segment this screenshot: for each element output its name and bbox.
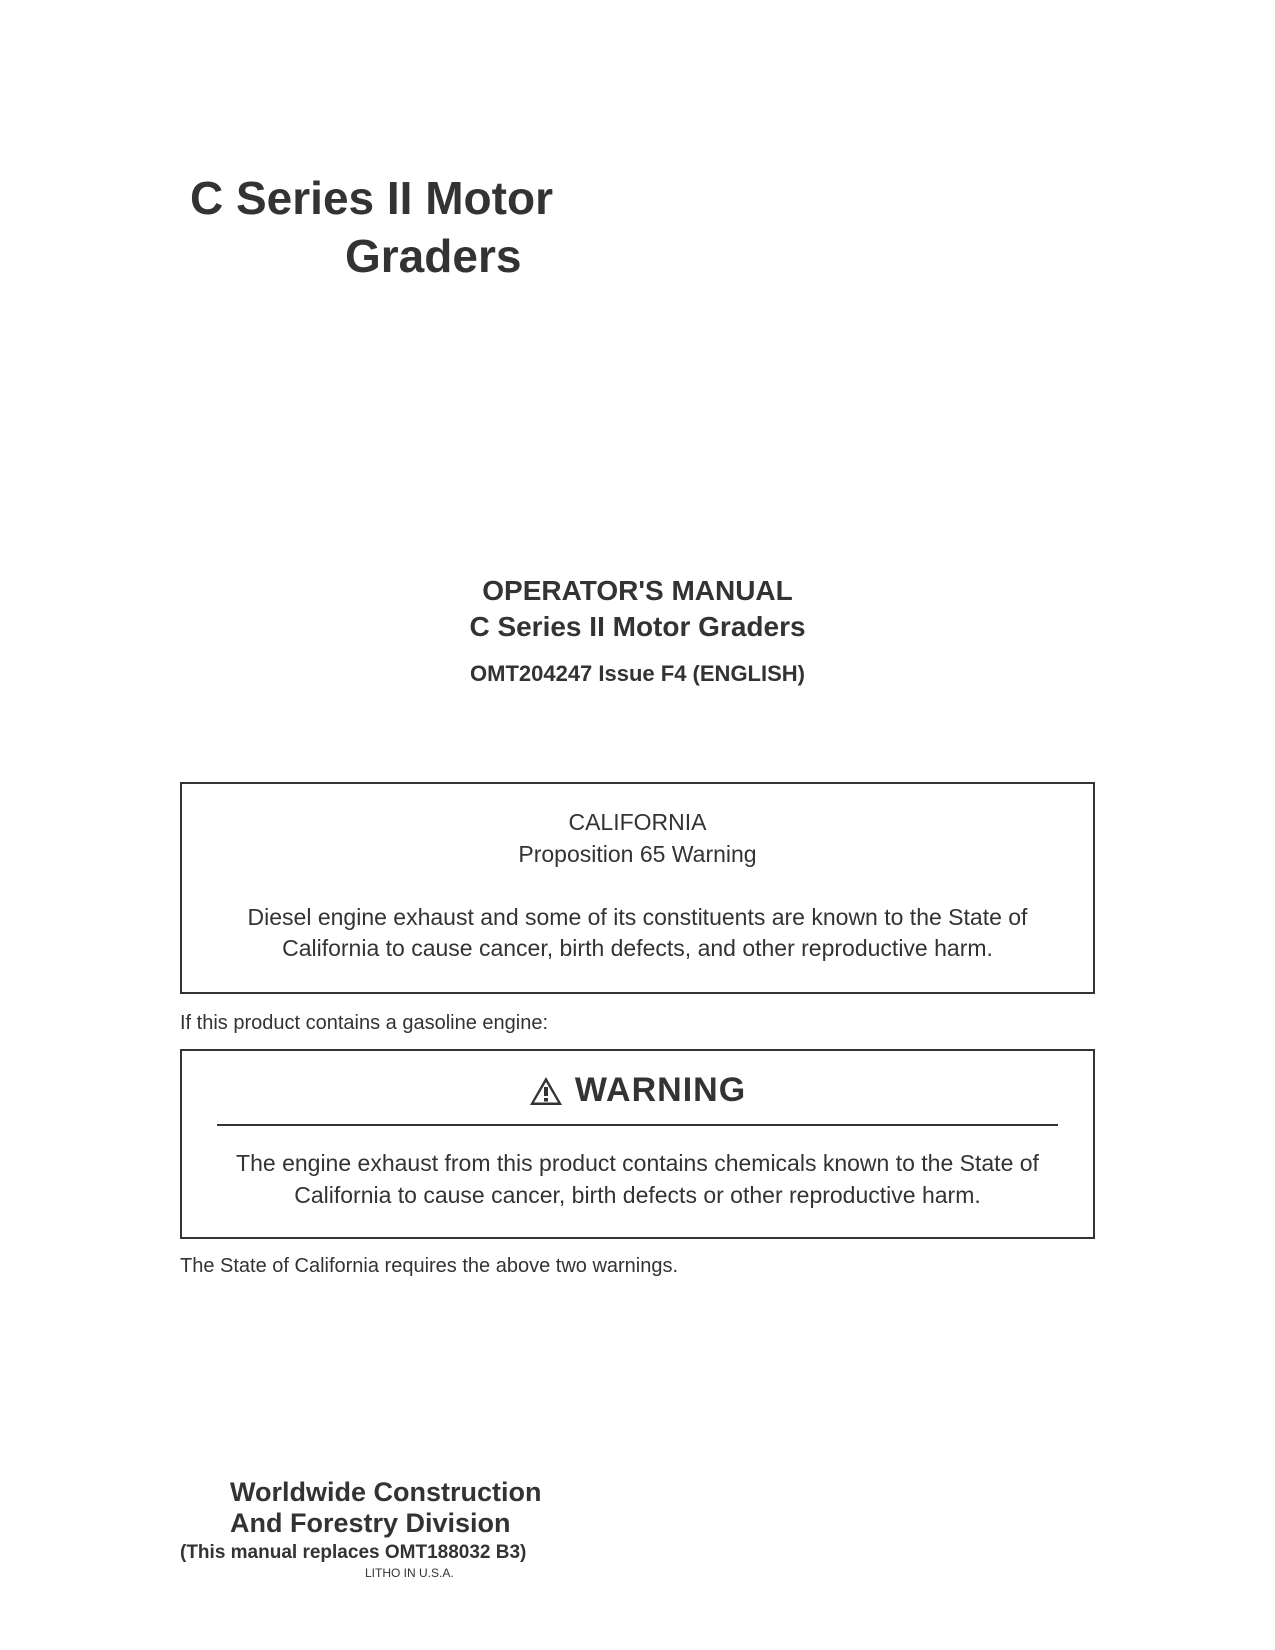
state-requirement-note: The State of California requires the abo… [180, 1255, 1095, 1278]
warning-body: The engine exhaust from this product con… [217, 1148, 1058, 1210]
manual-subtitle: C Series II Motor Graders [180, 611, 1095, 643]
california-warning-title: CALIFORNIA Proposition 65 Warning [217, 806, 1058, 870]
warning-header-text: WARNING [575, 1071, 746, 1110]
warning-header: WARNING [217, 1071, 1058, 1126]
manual-label: OPERATOR'S MANUAL [180, 575, 1095, 607]
gasoline-engine-note: If this product contains a gasoline engi… [180, 1012, 1095, 1035]
warning-triangle-icon [529, 1076, 563, 1106]
main-title: C Series II Motor Graders [190, 170, 1095, 285]
manual-info-section: OPERATOR'S MANUAL C Series II Motor Grad… [180, 575, 1095, 687]
california-warning-body: Diesel engine exhaust and some of its co… [217, 902, 1058, 964]
division-line-1: Worldwide Construction [230, 1477, 542, 1507]
manual-issue: OMT204247 Issue F4 (ENGLISH) [180, 661, 1095, 687]
footer-section: Worldwide Construction And Forestry Divi… [180, 1477, 1095, 1580]
warning-box: WARNING The engine exhaust from this pro… [180, 1049, 1095, 1238]
california-title-line-1: CALIFORNIA [568, 809, 706, 835]
title-line-1: C Series II Motor [190, 170, 1095, 228]
litho-note: LITHO IN U.S.A. [180, 1566, 1095, 1580]
title-line-2: Graders [190, 228, 1095, 286]
california-title-line-2: Proposition 65 Warning [518, 841, 756, 867]
california-warning-box: CALIFORNIA Proposition 65 Warning Diesel… [180, 782, 1095, 994]
division-title: Worldwide Construction And Forestry Divi… [180, 1477, 1095, 1539]
replaces-note: (This manual replaces OMT188032 B3) [180, 1542, 1095, 1564]
division-line-2: And Forestry Division [230, 1508, 511, 1538]
document-page: C Series II Motor Graders OPERATOR'S MAN… [0, 0, 1275, 1650]
